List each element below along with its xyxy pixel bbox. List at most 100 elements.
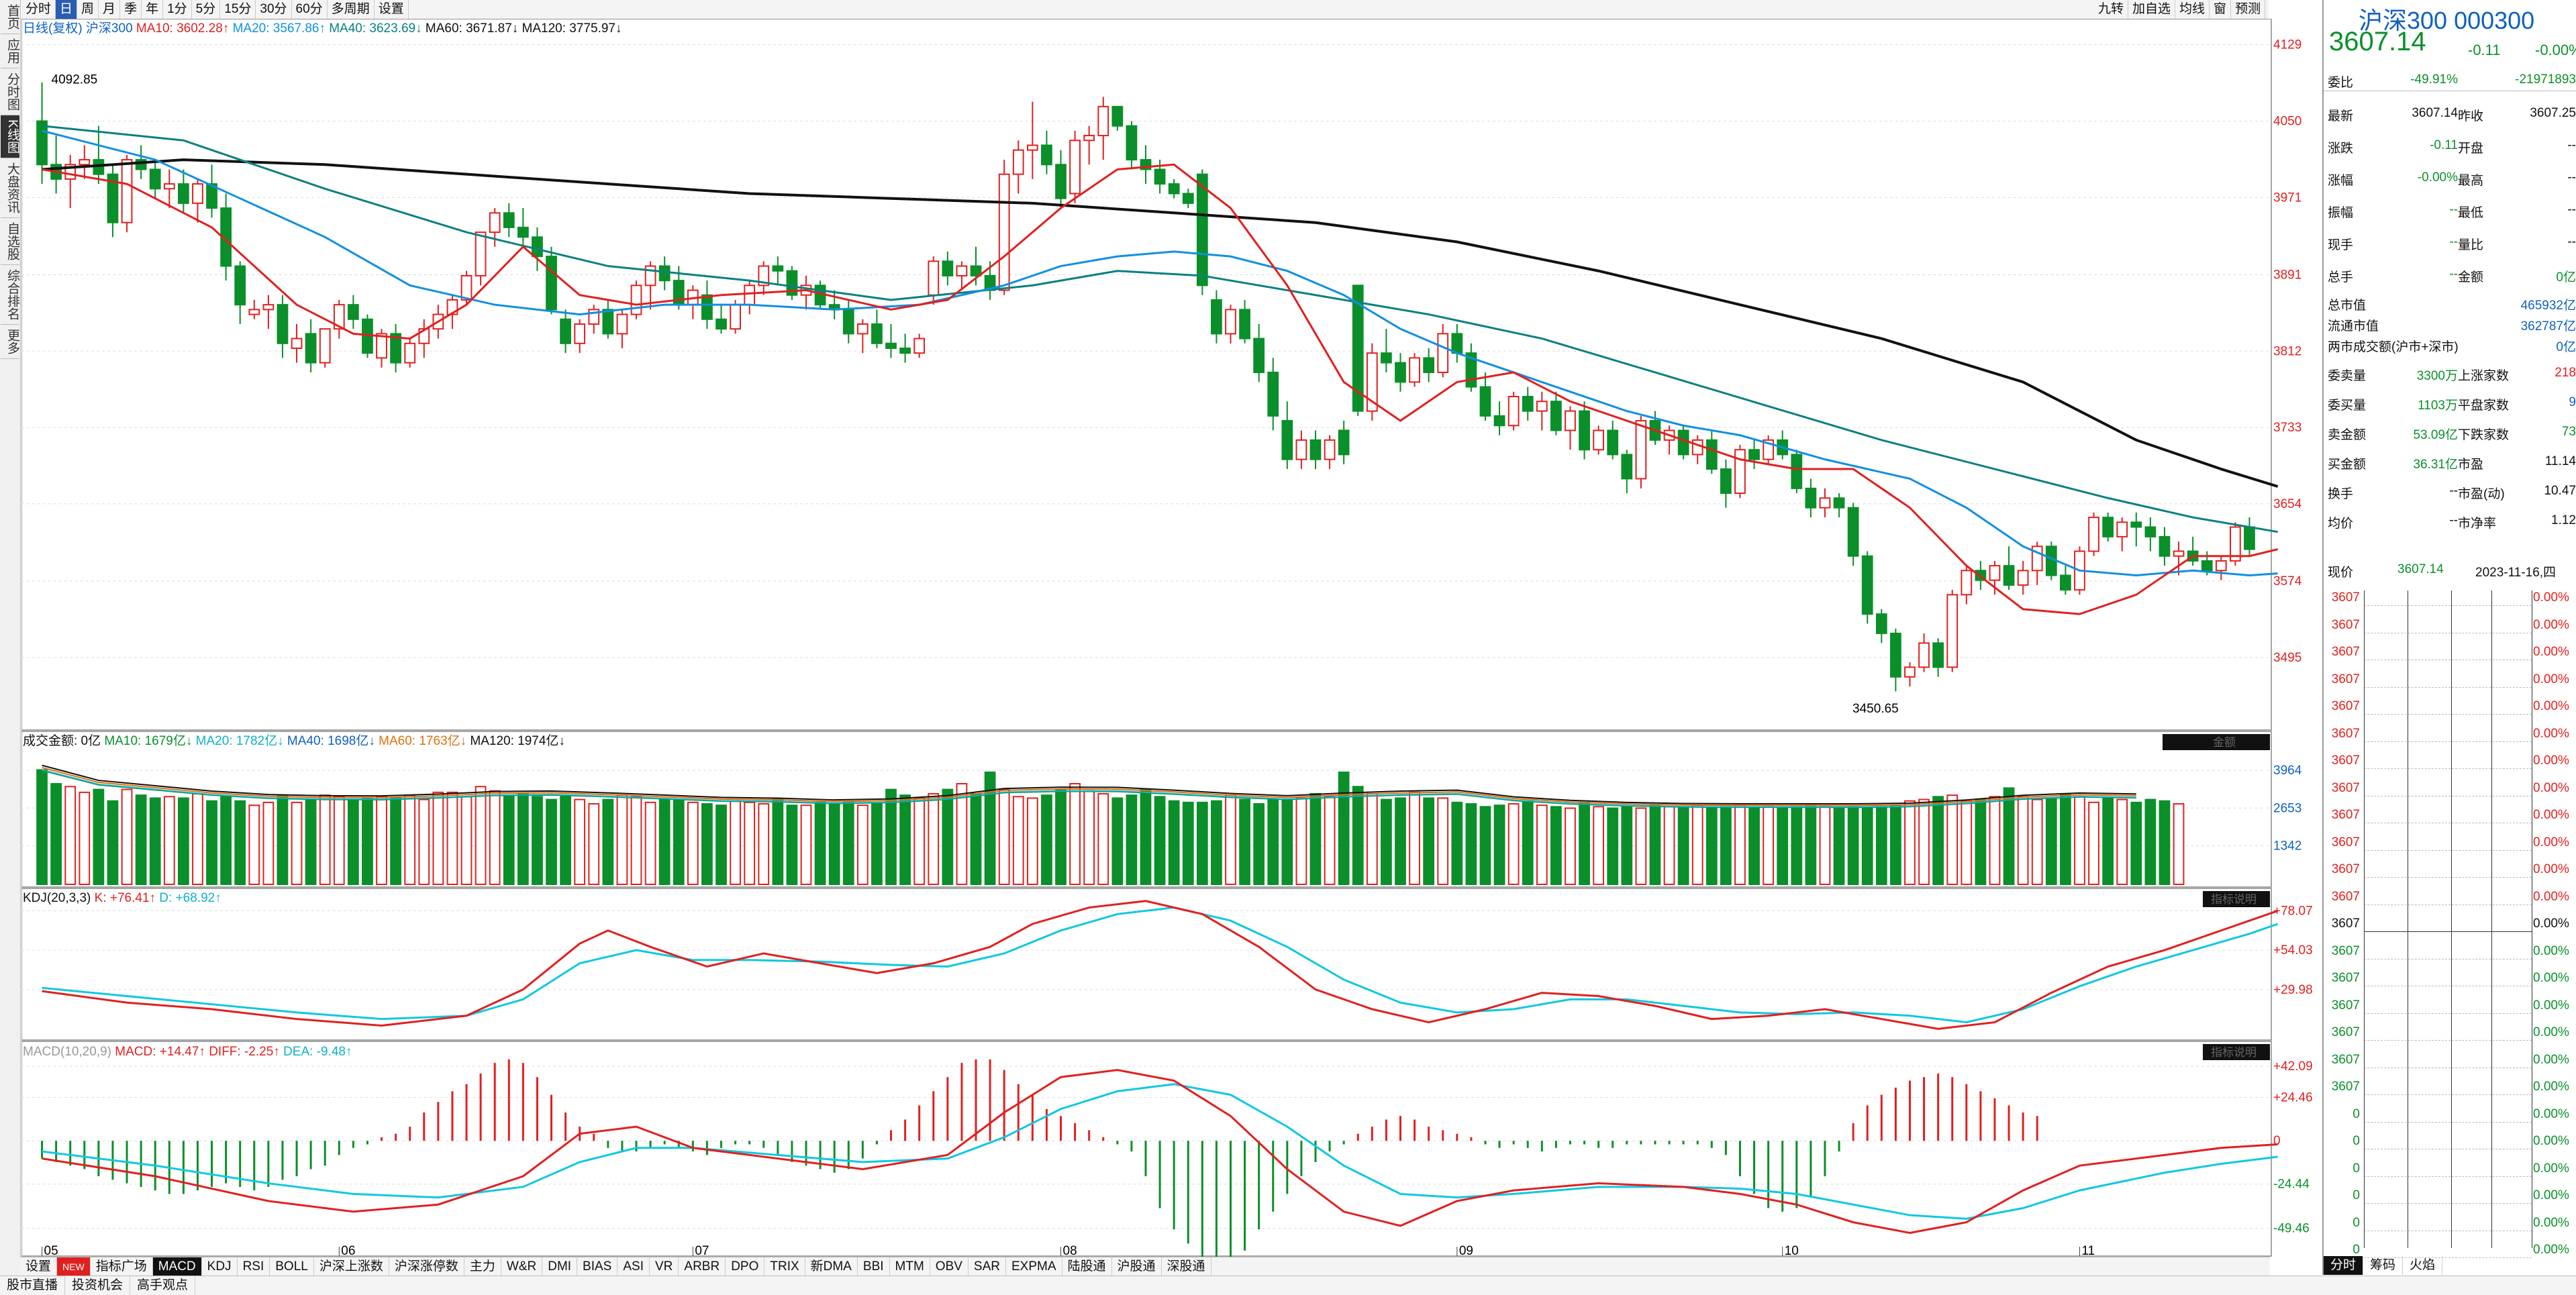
indicator-tab-7[interactable]: 沪深涨停数 — [389, 1257, 464, 1276]
tool-button-2[interactable]: 均线 — [2175, 0, 2210, 19]
indicator-tab-12[interactable]: ASI — [617, 1257, 650, 1276]
vol-legend-item-3: MA40: 1698亿↓ — [284, 733, 375, 748]
indicator-tab-1[interactable]: 指标广场 — [91, 1257, 153, 1276]
period-tab-8[interactable]: 15分 — [220, 0, 256, 19]
period-tab-0[interactable]: 分时 — [21, 0, 56, 19]
sidebar-tab-7[interactable]: 更多 — [1, 325, 19, 359]
ladder-pct-19: 0.00% — [2533, 1106, 2569, 1121]
candle-body — [2102, 517, 2114, 537]
indicator-tab-13[interactable]: VR — [650, 1257, 679, 1276]
candle-body — [347, 304, 359, 320]
quote-tab-0[interactable]: 分时 — [2324, 1256, 2364, 1275]
period-tab-2[interactable]: 周 — [77, 0, 99, 19]
quote-panel: 沪深300 0003003607.14-0.11-0.00%委比-49.91%-… — [2322, 0, 2576, 1275]
ladder-pct-14: 0.00% — [2533, 971, 2569, 985]
candle-body — [1309, 439, 1322, 460]
indicator-tab-3[interactable]: KDJ — [202, 1257, 238, 1276]
sidebar-tab-5[interactable]: 自选股 — [1, 218, 19, 265]
period-tab-11[interactable]: 多周期 — [328, 0, 375, 19]
sidebar-tab-3[interactable]: K线图 — [1, 115, 19, 158]
indicator-tab-0[interactable]: 设置 — [20, 1257, 58, 1276]
status-tab-0[interactable]: 股市直播 — [0, 1276, 66, 1295]
ladder-vline — [2491, 590, 2492, 1248]
sidebar-tab-0[interactable]: 首页 — [1, 0, 19, 34]
indicator-tab-9[interactable]: W&R — [501, 1257, 543, 1276]
candle-body — [1904, 666, 1916, 678]
volume-bar — [1069, 783, 1081, 885]
indicator-tab-25[interactable]: 深股通 — [1162, 1257, 1211, 1276]
volume-bar — [899, 794, 911, 885]
tool-button-0[interactable]: 九转 — [2094, 0, 2129, 19]
indicator-tab-2[interactable]: MACD — [152, 1257, 202, 1276]
candle-body — [1111, 105, 1124, 127]
tool-button-1[interactable]: 加自选 — [2128, 0, 2176, 19]
status-tab-2[interactable]: 高手观点 — [130, 1276, 196, 1295]
period-tab-6[interactable]: 1分 — [163, 0, 192, 19]
ladder-price-15: 3607 — [2331, 998, 2360, 1013]
indicator-tab-8[interactable]: 主力 — [464, 1257, 501, 1276]
tool-button-4[interactable]: 预测 — [2231, 0, 2266, 19]
volume-bar — [1677, 807, 1689, 886]
candle-body — [1677, 429, 1689, 456]
legend-item-6: MA120: 3775.97↓ — [518, 21, 622, 36]
candle-body — [871, 323, 883, 344]
volume-bar — [1593, 806, 1605, 886]
sidebar-tab-1[interactable]: 应用 — [1, 34, 19, 68]
tool-button-3[interactable]: 窗 — [2210, 0, 2232, 19]
quote-tab-2[interactable]: 火焰 — [2403, 1256, 2443, 1275]
volume-bar — [998, 788, 1010, 885]
period-tab-3[interactable]: 月 — [99, 0, 121, 19]
period-tab-9[interactable]: 30分 — [256, 0, 292, 19]
ladder-vline — [2451, 590, 2452, 1248]
indicator-tab-4[interactable]: RSI — [238, 1257, 270, 1276]
candle-body — [856, 323, 869, 335]
sidebar-tab-6[interactable]: 综合排名 — [1, 265, 19, 325]
indicator-tab-23[interactable]: 陆股通 — [1062, 1257, 1112, 1276]
candle-body — [1579, 410, 1590, 451]
status-tab-1[interactable]: 投资机会 — [65, 1276, 131, 1295]
period-tab-1[interactable]: 日 — [56, 0, 78, 19]
indicator-tab-6[interactable]: 沪深上涨数 — [314, 1257, 389, 1276]
volume-bar — [1536, 805, 1548, 885]
cap-value-2: 0亿 — [2556, 340, 2576, 354]
chart-area[interactable]: 4129 4050 3971 3891 3812 3733 3654 3574 3495 日线(复… — [21, 19, 2322, 1257]
indicator-tab-11[interactable]: BIAS — [577, 1257, 618, 1276]
period-tab-4[interactable]: 季 — [120, 0, 142, 19]
macd-legend: MACD(10,20,9) MACD: +14.47↑ DIFF: -2.25↑… — [23, 1045, 352, 1059]
candle-body — [319, 328, 331, 364]
candle-body — [262, 304, 275, 311]
ladder-price-11: 3607 — [2331, 889, 2360, 904]
indicator-tab-14[interactable]: ARBR — [679, 1257, 726, 1276]
volume-bar — [64, 786, 77, 886]
volume-bar — [1395, 797, 1406, 886]
volume-bar — [560, 796, 571, 886]
candle-body — [998, 173, 1010, 291]
indicator-tab-10[interactable]: DMI — [542, 1257, 578, 1276]
indicator-tab-18[interactable]: BBI — [858, 1257, 890, 1276]
period-tab-7[interactable]: 5分 — [192, 0, 221, 19]
volume-bar — [1621, 806, 1633, 886]
period-tab-10[interactable]: 60分 — [292, 0, 328, 19]
quote-tab-1[interactable]: 筹码 — [2363, 1256, 2404, 1275]
indicator-tab-20[interactable]: OBV — [930, 1257, 969, 1276]
indicator-tab-21[interactable]: SAR — [969, 1257, 1006, 1276]
candle-body — [913, 338, 926, 354]
period-tab-12[interactable]: 设置 — [375, 0, 409, 19]
macd-legend-item-3: DEA: -9.48↑ — [280, 1045, 352, 1059]
volume-bar — [658, 798, 671, 885]
macd-diff-line — [42, 1069, 2278, 1234]
candle-body — [1381, 352, 1392, 364]
indicator-tab-17[interactable]: 新DMA — [805, 1257, 858, 1276]
indicator-tab-19[interactable]: MTM — [890, 1257, 930, 1276]
indicator-tab-15[interactable]: DPO — [726, 1257, 765, 1276]
indicator-tab-22[interactable]: EXPMA — [1006, 1257, 1062, 1276]
period-tab-5[interactable]: 年 — [142, 0, 164, 19]
sidebar-tab-4[interactable]: 大盘资讯 — [1, 158, 19, 218]
indicator-tab-24[interactable]: 沪股通 — [1112, 1257, 1162, 1276]
candle-body — [772, 265, 784, 272]
sidebar-tab-2[interactable]: 分时图 — [1, 68, 19, 115]
candle-body — [36, 120, 48, 166]
indicator-tab-5[interactable]: BOLL — [270, 1257, 314, 1276]
indicator-tab-16[interactable]: TRIX — [764, 1257, 805, 1276]
ladder-grid-line — [2364, 1094, 2532, 1095]
